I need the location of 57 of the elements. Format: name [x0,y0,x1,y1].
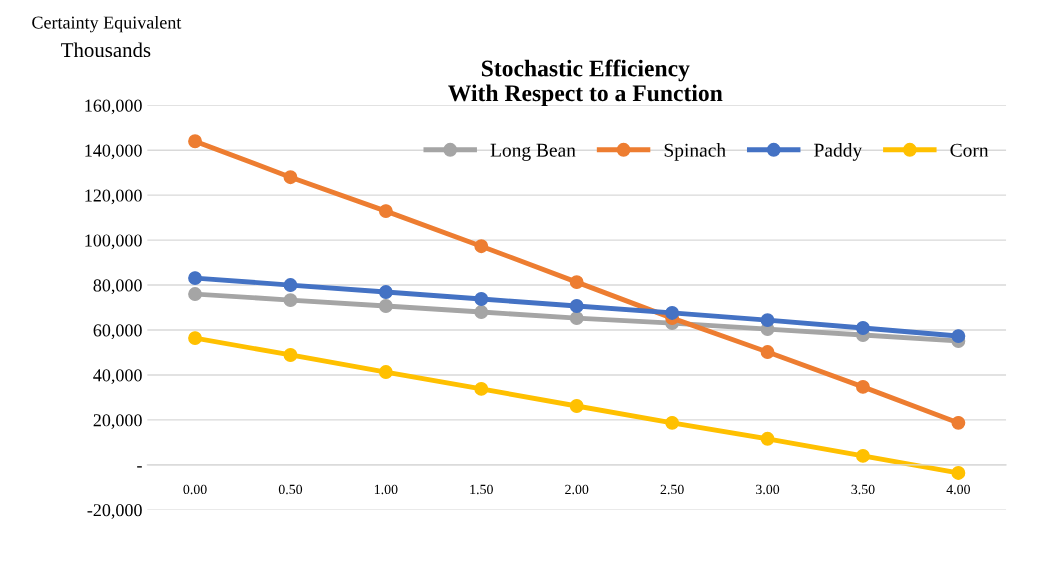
point [188,271,203,286]
text: Thousands [61,42,151,58]
x-tick-label: 0.00 [183,484,207,495]
point [569,299,584,313]
y-tick-label: 160,000 [85,99,142,115]
point [378,365,393,379]
point [283,278,298,293]
point [378,204,393,219]
point [474,292,489,306]
point [378,299,393,313]
x-tick-label: 3.50 [851,484,875,495]
x-tick-label: 3.00 [756,484,780,495]
point [856,448,870,463]
x-tick-label: 2.00 [565,484,589,495]
point [951,329,966,344]
point [188,134,203,149]
legend-label: Corn [950,143,989,157]
y-tick-label: 80,000 [93,279,142,295]
x-tick-label: 4.00 [946,484,970,495]
x-tick-label: 1.50 [470,484,493,495]
point [188,331,203,346]
point [378,285,393,299]
point [856,321,870,335]
y-tick-label: 20,000 [93,414,142,429]
point [569,311,584,326]
chart-title: Stochastic Efficiency With Respect to a Function [448,59,723,107]
point [474,381,489,396]
point [951,466,966,480]
y-tick-label: - [137,466,142,468]
y-tick-label: 120,000 [85,189,142,205]
y-tick-label: 100,000 [85,234,142,250]
point [856,379,870,394]
point [283,293,298,308]
point [760,431,775,446]
x-tick-label: 2.50 [660,484,684,495]
point [188,287,203,302]
x-tick-label: 0.50 [278,484,303,495]
point [569,275,584,290]
x-tick-label: 1.00 [374,484,398,495]
legend-label: Spinach [664,143,726,161]
legend-label: Long Bean [490,143,576,161]
point [283,348,298,362]
point [951,415,966,430]
y-tick-label: 140,000 [85,144,142,160]
point [474,305,489,319]
legend-label: Paddy [814,143,863,161]
point [283,170,298,185]
point [474,239,489,254]
y-tick-label: 40,000 [93,369,142,385]
y-tick-label: -20,000 [87,504,142,519]
point [569,399,584,413]
y-tick-label: 60,000 [93,324,142,340]
point [665,305,680,320]
y-axis-title: Certainty Equivalent [32,15,182,33]
point [665,415,680,430]
point [760,345,775,359]
point [760,313,775,328]
